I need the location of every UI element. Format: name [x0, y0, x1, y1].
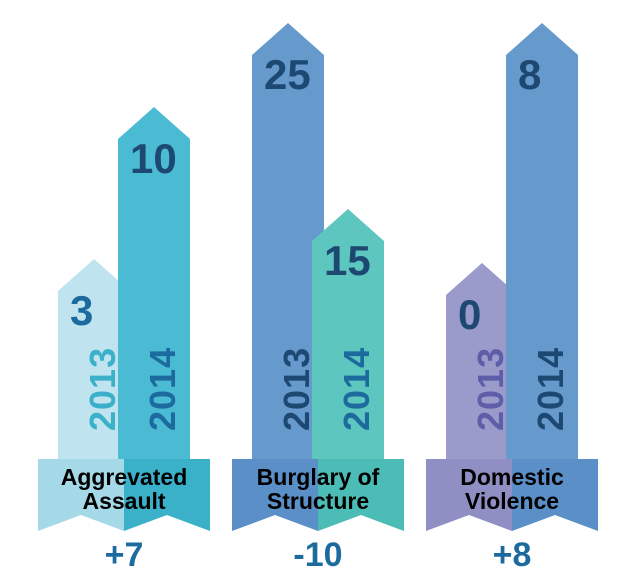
- value-label: 3: [70, 287, 93, 335]
- value-label: 25: [264, 51, 311, 99]
- year-label: 2014: [530, 347, 572, 431]
- year-label: 2013: [276, 347, 318, 431]
- category-line2: Structure: [267, 488, 369, 514]
- value-label: 15: [324, 237, 371, 285]
- value-label: 0: [458, 291, 481, 339]
- delta-label: +7: [38, 536, 210, 575]
- category-line1: Burglary of: [257, 464, 380, 490]
- category-ribbon: AggrevatedAssault: [38, 459, 210, 531]
- delta-label: +8: [426, 536, 598, 575]
- year-label: 2014: [142, 347, 184, 431]
- category-line1: Aggrevated: [61, 464, 188, 490]
- group-2: 2013 0 2014 8 DomesticViolence +8: [426, 0, 598, 579]
- category-ribbon: Burglary ofStructure: [232, 459, 404, 531]
- year-label: 2013: [470, 347, 512, 431]
- category-label: AggrevatedAssault: [38, 465, 210, 513]
- category-label: Burglary ofStructure: [232, 465, 404, 513]
- chart-stage: 2013 3 2014 10 AggrevatedAssault +7 2013 25 …: [0, 0, 630, 579]
- category-line1: Domestic: [460, 464, 564, 490]
- year-label: 2014: [336, 347, 378, 431]
- year-label: 2013: [82, 347, 124, 431]
- value-label: 10: [130, 135, 177, 183]
- value-label: 8: [518, 51, 541, 99]
- category-ribbon: DomesticViolence: [426, 459, 598, 531]
- group-0: 2013 3 2014 10 AggrevatedAssault +7: [38, 0, 210, 579]
- category-line2: Violence: [465, 488, 559, 514]
- delta-label: -10: [232, 536, 404, 575]
- group-1: 2013 25 2014 15 Burglary ofStructure -10: [232, 0, 404, 579]
- category-line2: Assault: [82, 488, 165, 514]
- category-label: DomesticViolence: [426, 465, 598, 513]
